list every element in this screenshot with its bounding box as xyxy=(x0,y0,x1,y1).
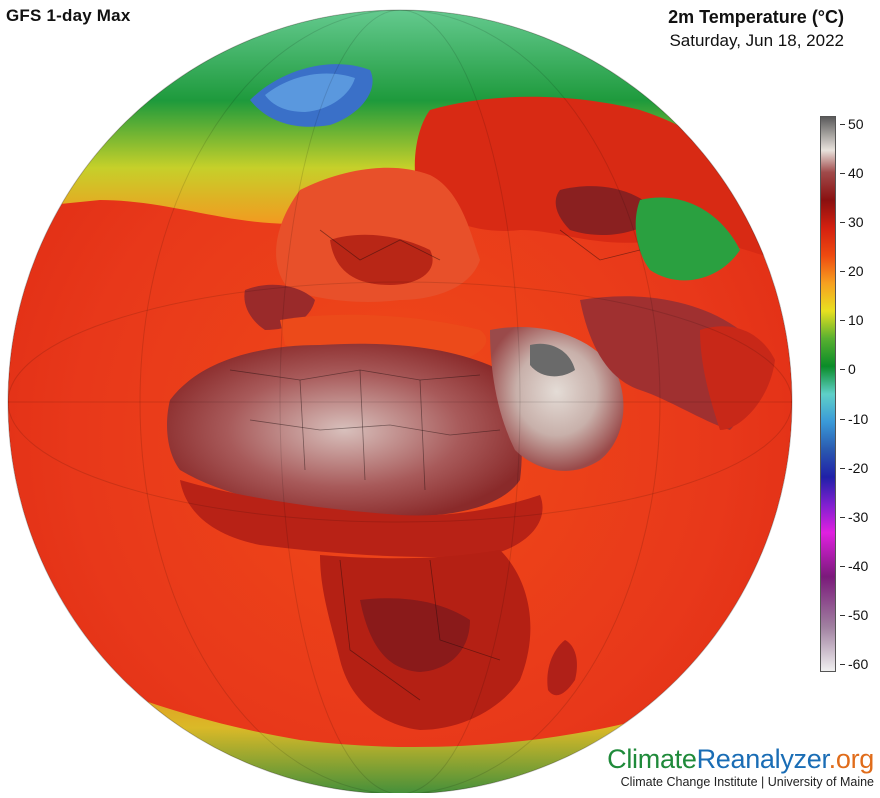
colorbar-tick-mark xyxy=(840,614,845,616)
colorbar-tick-label: 10 xyxy=(848,312,864,329)
colorbar-tick-mark xyxy=(840,516,845,518)
caspian-hot-region xyxy=(555,186,660,235)
colorbar-tick-label: 30 xyxy=(848,214,864,231)
sahara-desert xyxy=(167,343,522,517)
logo-reanalyzer: Reanalyzer xyxy=(696,744,829,774)
colorbar-tick-label: -20 xyxy=(848,459,869,476)
colorbar-tick-mark xyxy=(840,467,845,469)
colorbar-tick-mark xyxy=(840,418,845,420)
colorbar-tick-label: 40 xyxy=(848,165,864,182)
colorbar-tick-label: 0 xyxy=(848,361,856,378)
institute-subtitle: Climate Change Institute | University of… xyxy=(620,775,874,789)
colorbar-tick-mark xyxy=(840,565,845,567)
colorbar-tick-label: -50 xyxy=(848,606,869,623)
colorbar-tick-label: -30 xyxy=(848,508,869,525)
colorbar-tick-mark xyxy=(840,369,845,371)
colorbar-tick-mark xyxy=(840,664,845,665)
colorbar-tick-mark xyxy=(840,222,845,224)
colorbar-tick-mark xyxy=(840,271,845,273)
iraq-extreme-heat xyxy=(530,343,575,377)
colorbar-tick-label: -60 xyxy=(848,656,869,672)
central-europe-heat xyxy=(330,234,433,285)
greenland-interior xyxy=(265,73,355,112)
colorbar-tick-mark xyxy=(840,320,845,322)
climate-reanalyzer-logo[interactable]: ClimateReanalyzer.org xyxy=(607,744,874,774)
colorbar-tick-mark xyxy=(840,124,845,125)
madagascar xyxy=(547,640,577,696)
date-label: Saturday, Jun 18, 2022 xyxy=(669,31,844,50)
central-asia-mountains xyxy=(635,197,740,281)
colorbar-ticks: 50 40 30 20 10 0 -10 -20 -30 -40 -50 -60 xyxy=(840,116,880,672)
graticule xyxy=(8,10,792,794)
colorbar-tick-label: 50 xyxy=(848,116,864,132)
colorbar-tick-label: -10 xyxy=(848,410,869,427)
sahel xyxy=(180,480,543,557)
temperature-colorbar xyxy=(820,116,836,672)
arabian-peninsula xyxy=(490,326,624,471)
logo-org: .org xyxy=(828,744,875,774)
model-title: GFS 1-day Max xyxy=(6,6,131,25)
colorbar-tick-label: -40 xyxy=(848,557,869,574)
country-borders xyxy=(229,229,641,701)
title-block: 2m Temperature (°C) Saturday, Jun 18, 20… xyxy=(668,6,844,52)
branding: ClimateReanalyzer.org Climate Change Ins… xyxy=(607,744,874,789)
india xyxy=(700,326,775,430)
logo-climate: Climate xyxy=(607,744,697,774)
colorbar-tick-mark xyxy=(840,173,845,175)
variable-title: 2m Temperature (°C) xyxy=(668,7,844,27)
congo-basin-heat xyxy=(360,598,470,672)
colorbar-tick-label: 20 xyxy=(848,263,864,280)
